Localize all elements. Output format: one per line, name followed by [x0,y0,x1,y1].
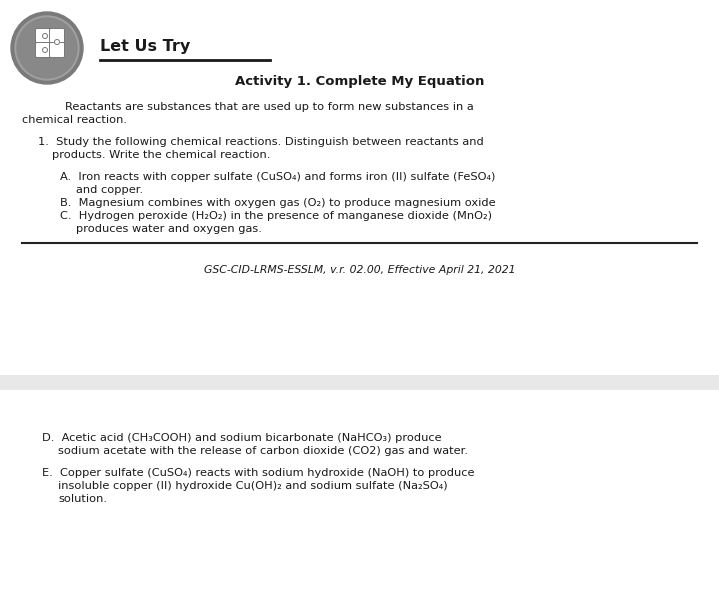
Circle shape [55,39,60,45]
Text: sodium acetate with the release of carbon dioxide (CO2) gas and water.: sodium acetate with the release of carbo… [58,446,468,456]
Text: products. Write the chemical reaction.: products. Write the chemical reaction. [52,150,270,160]
Text: GSC-CID-LRMS-ESSLM, v.r. 02.00, Effective April 21, 2021: GSC-CID-LRMS-ESSLM, v.r. 02.00, Effectiv… [204,265,516,275]
Text: chemical reaction.: chemical reaction. [22,115,127,125]
Text: Activity 1. Complete My Equation: Activity 1. Complete My Equation [235,74,485,88]
Circle shape [42,48,47,53]
Text: C.  Hydrogen peroxide (H₂O₂) in the presence of manganese dioxide (MnO₂): C. Hydrogen peroxide (H₂O₂) in the prese… [60,211,492,221]
Text: E.  Copper sulfate (CuSO₄) reacts with sodium hydroxide (NaOH) to produce: E. Copper sulfate (CuSO₄) reacts with so… [42,468,475,478]
Text: B.  Magnesium combines with oxygen gas (O₂) to produce magnesium oxide: B. Magnesium combines with oxygen gas (O… [60,198,495,208]
FancyBboxPatch shape [50,42,65,57]
Text: 1.  Study the following chemical reactions. Distinguish between reactants and: 1. Study the following chemical reaction… [38,137,484,147]
Text: produces water and oxygen gas.: produces water and oxygen gas. [76,224,262,234]
Text: D.  Acetic acid (CH₃COOH) and sodium bicarbonate (NaHCO₃) produce: D. Acetic acid (CH₃COOH) and sodium bica… [42,433,441,443]
Text: Reactants are substances that are used up to form new substances in a: Reactants are substances that are used u… [65,102,474,112]
FancyBboxPatch shape [50,28,65,44]
FancyBboxPatch shape [35,28,50,44]
Text: Let Us Try: Let Us Try [100,39,191,54]
Circle shape [17,18,77,78]
Circle shape [11,12,83,84]
Circle shape [15,16,79,80]
Text: and copper.: and copper. [76,185,143,195]
FancyBboxPatch shape [35,42,50,57]
Bar [0,375,719,390]
Text: A.  Iron reacts with copper sulfate (CuSO₄) and forms iron (II) sulfate (FeSO₄): A. Iron reacts with copper sulfate (CuSO… [60,172,495,182]
Text: insoluble copper (II) hydroxide Cu(OH)₂ and sodium sulfate (Na₂SO₄): insoluble copper (II) hydroxide Cu(OH)₂ … [58,481,448,491]
Circle shape [42,33,47,39]
Text: solution.: solution. [58,494,107,504]
